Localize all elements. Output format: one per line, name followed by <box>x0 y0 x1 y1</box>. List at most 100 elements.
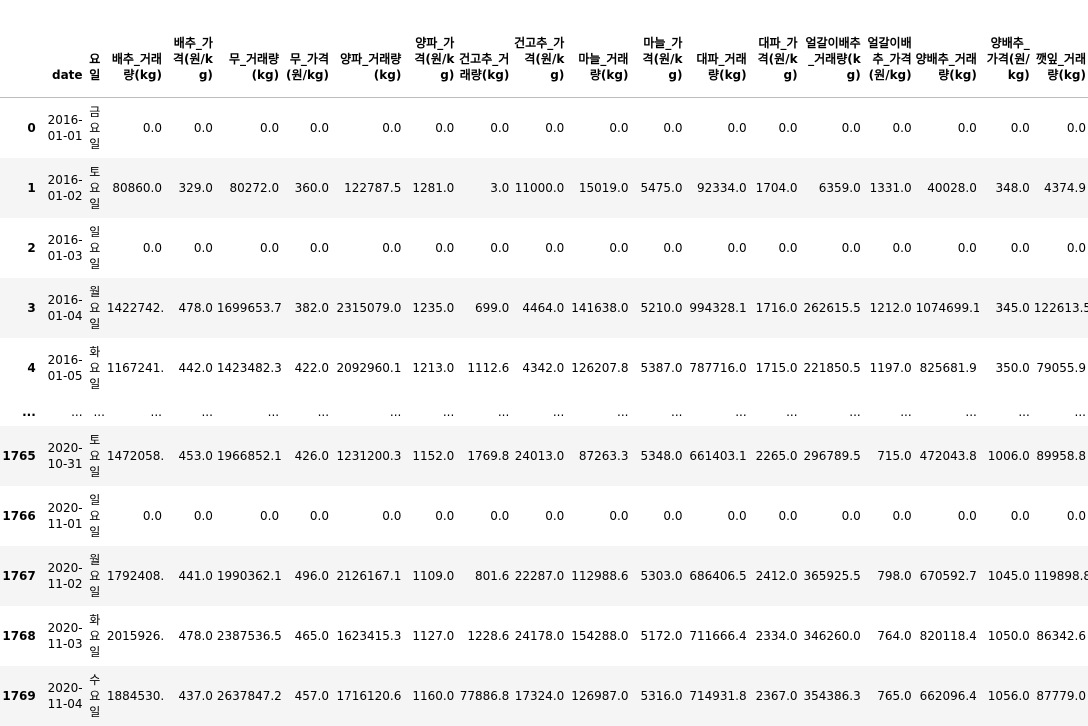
row-index: 1 <box>27 180 36 195</box>
value-cell: 0.0 <box>778 240 798 255</box>
value-cell: ... <box>1074 404 1086 419</box>
date-cell: 2016-01-03 <box>47 232 83 263</box>
date-cell: 2016-01-02 <box>47 172 83 203</box>
value-cell: 1331.0 <box>869 180 912 195</box>
value-cell: 2015926.5 <box>106 628 164 643</box>
column-header: 배추_거래량(kg) <box>104 0 164 98</box>
value-cell: 119898.8 <box>1033 568 1088 583</box>
value-cell: 262615.5 <box>803 300 861 315</box>
value-cell: 2412.0 <box>755 568 798 583</box>
value-cell: 437.0 <box>178 688 213 703</box>
value-cell: 1422742.5 <box>106 300 164 315</box>
value-cell: 15019.0 <box>578 180 629 195</box>
value-cell: 1281.0 <box>412 180 455 195</box>
value-cell: 345.0 <box>995 300 1030 315</box>
value-cell: 87779.0 <box>1036 688 1086 703</box>
value-cell: 141638.0 <box>571 300 629 315</box>
value-cell: 87263.3 <box>578 448 629 463</box>
value-cell: 1127.0 <box>412 628 455 643</box>
value-cell: 0.0 <box>1010 120 1030 135</box>
value-cell: 1006.0 <box>987 448 1030 463</box>
column-header: 건고추_거래량(kg) <box>456 0 512 98</box>
value-cell: 472043.8 <box>919 448 977 463</box>
value-cell: 496.0 <box>294 568 330 583</box>
value-cell: 453.0 <box>178 448 213 463</box>
value-cell: 0.0 <box>490 240 510 255</box>
value-cell: 0.0 <box>1066 120 1086 135</box>
value-cell: 422.0 <box>294 360 330 375</box>
column-header: 양배추_가격(원/kg) <box>978 0 1032 98</box>
value-cell: 714931.8 <box>689 688 747 703</box>
value-cell: 0.0 <box>260 240 280 255</box>
value-cell: 89958.8 <box>1036 448 1086 463</box>
value-cell: 77886.8 <box>459 688 510 703</box>
value-cell: 0.0 <box>260 508 280 523</box>
value-cell: 0.0 <box>727 120 747 135</box>
value-cell: 0.0 <box>142 240 162 255</box>
value-cell: 0.0 <box>193 120 213 135</box>
value-cell: 126207.8 <box>571 360 629 375</box>
value-cell: 715.0 <box>877 448 912 463</box>
value-cell: 0.0 <box>382 120 402 135</box>
value-cell: 441.0 <box>178 568 213 583</box>
column-header: 깻잎_거래량(kg) <box>1031 0 1088 98</box>
column-header: 양파_가격(원/kg) <box>403 0 457 98</box>
value-cell: 0.0 <box>663 240 683 255</box>
value-cell: 2315079.0 <box>336 300 402 315</box>
value-cell: 0.0 <box>382 240 402 255</box>
value-cell: 1197.0 <box>869 360 912 375</box>
value-cell: 1228.6 <box>467 628 510 643</box>
value-cell: 764.0 <box>877 628 912 643</box>
date-cell: 2020-11-03 <box>47 620 83 651</box>
value-cell: 0.0 <box>142 508 162 523</box>
weekday-cell: 수요일 <box>89 672 101 719</box>
value-cell: 5210.0 <box>640 300 683 315</box>
value-cell: 1716.0 <box>755 300 798 315</box>
value-cell: 6359.0 <box>818 180 861 195</box>
date-cell: 2020-11-02 <box>47 560 83 591</box>
weekday-cell: 토요일 <box>89 432 101 479</box>
value-cell: 0.0 <box>309 120 330 135</box>
table-row: 1769 2020-11-04 수요일 1884530.8 437.02637847.2… <box>0 665 1088 726</box>
value-cell: 0.0 <box>609 120 629 135</box>
value-cell: 0.0 <box>435 508 455 523</box>
value-cell: 699.0 <box>474 300 510 315</box>
value-cell: 17324.0 <box>514 688 565 703</box>
weekday-cell: 일요일 <box>89 224 101 271</box>
value-cell: 711666.4 <box>689 628 747 643</box>
value-cell: 122787.5 <box>344 180 402 195</box>
date-cell: ... <box>71 404 83 419</box>
value-cell: 1623415.3 <box>336 628 402 643</box>
value-cell: 0.0 <box>1010 240 1030 255</box>
value-cell: 4342.0 <box>522 360 565 375</box>
weekday-cell: 일요일 <box>89 492 101 539</box>
value-cell: 0.0 <box>663 120 683 135</box>
column-header: 대파_가격(원/kg) <box>748 0 800 98</box>
column-header: 양배추_거래량(kg) <box>913 0 979 98</box>
value-cell: 465.0 <box>294 628 330 643</box>
value-cell: 426.0 <box>294 448 330 463</box>
value-cell: ... <box>900 404 912 419</box>
column-header: 대파_거래량(kg) <box>684 0 749 98</box>
table-row: 2 2016-01-03 일요일 0.0 0.0 0.0 0.0 0.0 0.0 0.0 0.0 0.… <box>0 218 1088 278</box>
value-cell: 457.0 <box>294 688 330 703</box>
value-cell: 0.0 <box>545 120 565 135</box>
value-cell: ... <box>317 404 330 419</box>
value-cell: 1716120.6 <box>336 688 402 703</box>
column-header: 요일 <box>84 0 105 98</box>
value-cell: 1112.6 <box>467 360 510 375</box>
row-index: 3 <box>27 300 36 315</box>
value-cell: 24013.0 <box>514 448 565 463</box>
value-cell: 5316.0 <box>640 688 683 703</box>
value-cell: 0.0 <box>1066 240 1086 255</box>
value-cell: 1769.8 <box>467 448 510 463</box>
value-cell: 5348.0 <box>640 448 683 463</box>
value-cell: 80860.0 <box>112 180 162 195</box>
value-cell: 2265.0 <box>755 448 798 463</box>
weekday-cell: ... <box>93 404 105 419</box>
table-row: 0 2016-01-01 금요일 0.0 0.0 0.0 0.0 0.0 0.0 0.0 0.0 0.… <box>0 98 1088 158</box>
weekday-cell: 화요일 <box>89 612 101 659</box>
value-cell: 0.0 <box>841 508 861 523</box>
